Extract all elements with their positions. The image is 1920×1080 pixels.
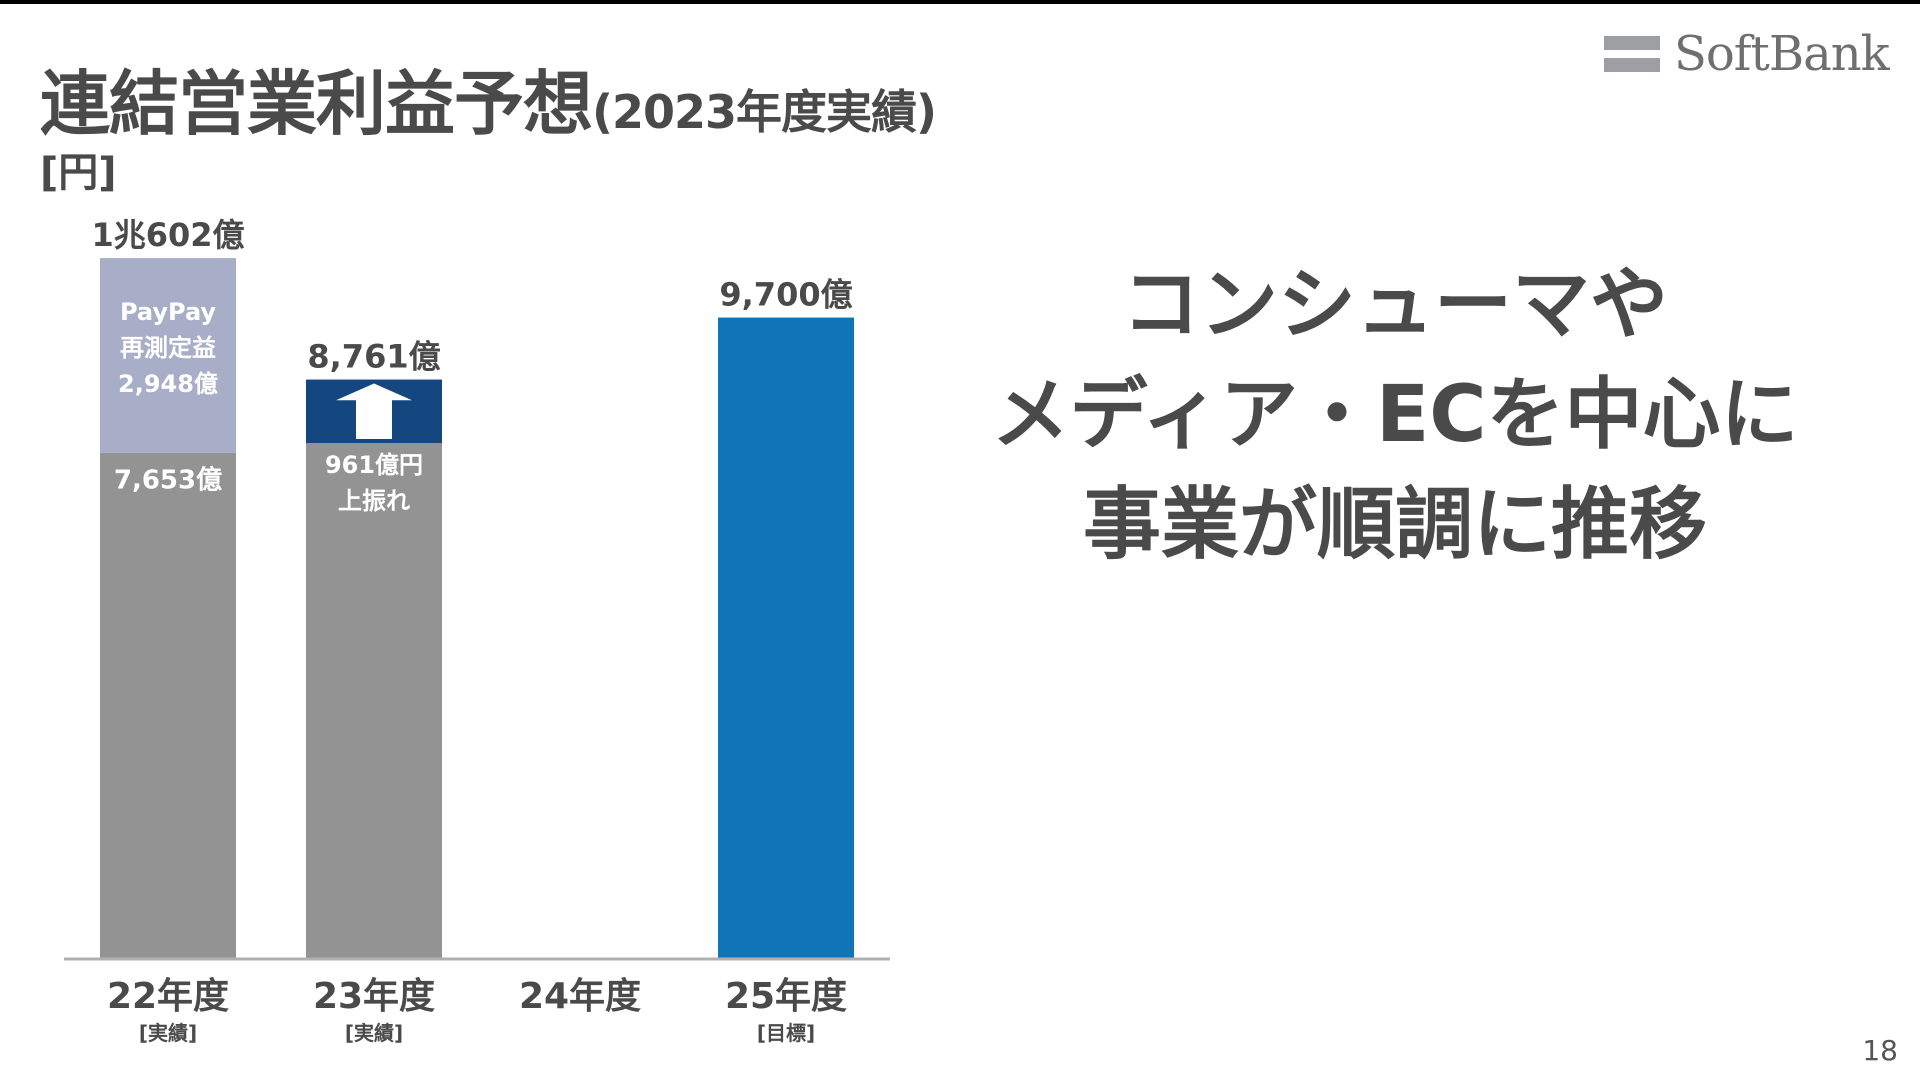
operating-profit-bar-chart: 7,653億 PayPay 再測定益 2,948億 1兆602億 22年度 [実績] 961億… <box>64 216 890 1045</box>
softbank-logo: SoftBank <box>1604 26 1890 82</box>
logo-wordmark: SoftBank <box>1674 26 1890 82</box>
bar-total-label: 1兆602億 <box>91 216 244 254</box>
page-number: 18 <box>1862 1034 1898 1067</box>
logo-bar-icon <box>1604 36 1660 50</box>
segment-annotation-label: 2,948億 <box>118 370 218 398</box>
x-tick-sublabel: [実績] <box>345 1021 403 1045</box>
x-tick-label: 25年度 <box>725 976 847 1017</box>
bar-total-label: 8,761億 <box>307 338 440 376</box>
unit-label: [円] <box>40 150 117 196</box>
title-main: 連結営業利益予想 <box>40 63 593 145</box>
bar-segment <box>100 258 236 453</box>
title-paren: (2023年度実績) <box>592 85 937 139</box>
x-tick-sublabel: [実績] <box>139 1021 197 1045</box>
headline: コンシューマや メディア・ECを中心に 事業が順調に推移 <box>960 250 1830 580</box>
segment-annotation-label: 再測定益 <box>120 334 216 362</box>
bar-segment <box>718 317 854 958</box>
top-rule <box>0 0 1920 4</box>
segment-annotation-label: 上振れ <box>338 487 410 515</box>
headline-line-3: 事業が順調に推移 <box>1082 480 1707 570</box>
up-arrow-icon <box>336 383 412 440</box>
x-tick-sublabel: [目標] <box>757 1021 815 1045</box>
bar-total-label: 9,700億 <box>719 276 852 314</box>
segment-annotation-label: 961億円 <box>325 451 423 479</box>
bar-segment <box>306 443 442 959</box>
logo-bar-icon <box>1604 58 1660 72</box>
segment-value-label: 7,653億 <box>114 466 222 496</box>
headline-line-2: メディア・ECを中心に <box>991 370 1799 460</box>
segment-annotation-label: PayPay <box>120 298 216 326</box>
x-tick-label: 22年度 <box>107 976 229 1017</box>
x-tick-label: 24年度 <box>519 976 641 1017</box>
x-tick-label: 23年度 <box>313 976 435 1017</box>
page-title: 連結営業利益予想(2023年度実績) <box>40 48 937 149</box>
bar-segment <box>100 452 236 958</box>
headline-line-1: コンシューマや <box>1121 260 1668 350</box>
